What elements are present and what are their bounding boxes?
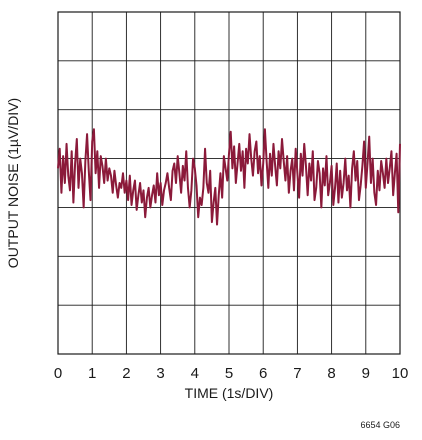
y-axis-title: OUTPUT NOISE (1µV/DIV) — [5, 98, 21, 268]
x-tick-label: 7 — [293, 365, 301, 382]
grid — [58, 12, 400, 354]
x-tick-label: 6 — [259, 365, 267, 382]
x-tick-label: 5 — [225, 365, 233, 382]
x-tick-label: 4 — [191, 365, 199, 382]
noise-trace — [57, 128, 401, 226]
x-tick-label: 10 — [392, 365, 409, 382]
x-axis-title: TIME (1s/DIV) — [185, 385, 274, 401]
figure-id: 6654 G06 — [360, 420, 400, 430]
x-tick-label: 3 — [156, 365, 164, 382]
x-tick-label: 1 — [88, 365, 96, 382]
x-tick-label: 0 — [54, 365, 62, 382]
x-tick-label: 8 — [327, 365, 335, 382]
series-line — [57, 128, 401, 226]
x-tick-labels: 0 1 2 3 4 5 6 7 8 9 10 — [54, 365, 409, 382]
x-tick-label: 9 — [362, 365, 370, 382]
x-tick-label: 2 — [122, 365, 130, 382]
